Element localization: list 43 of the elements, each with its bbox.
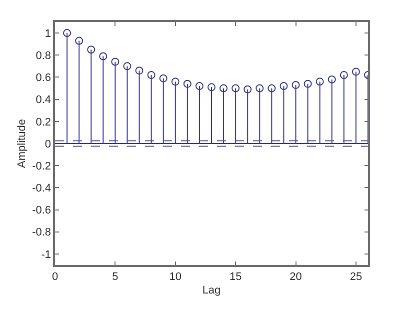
point xyxy=(340,71,348,80)
y-tick-label: 0.6 xyxy=(36,72,52,84)
x-tick-label: 15 xyxy=(229,270,242,283)
point xyxy=(99,52,108,60)
point xyxy=(208,83,216,92)
point xyxy=(244,85,252,94)
point xyxy=(280,82,288,90)
point xyxy=(328,75,336,84)
point xyxy=(268,84,276,92)
y-tick-label: 0 xyxy=(44,138,52,150)
point xyxy=(232,84,240,92)
point xyxy=(171,78,180,86)
point xyxy=(256,84,264,92)
y-tick-label: 0.4 xyxy=(36,94,52,106)
x-axis-title: Lag xyxy=(202,284,221,297)
point xyxy=(63,29,72,38)
point xyxy=(183,80,192,88)
y-tick-label: -1 xyxy=(41,248,52,261)
point xyxy=(159,74,168,82)
y-tick-label: -0.4 xyxy=(32,182,52,195)
y-axis-title: Amplitude xyxy=(16,119,28,168)
point xyxy=(123,62,132,70)
point xyxy=(304,80,312,88)
y-tick-label: -0.6 xyxy=(32,204,52,217)
point xyxy=(352,68,360,76)
y-tick-label: 0.2 xyxy=(36,116,52,128)
point xyxy=(87,46,96,54)
y-tick-label: -0.8 xyxy=(32,226,52,239)
point xyxy=(292,80,300,89)
point xyxy=(135,66,144,75)
point xyxy=(220,84,228,92)
point xyxy=(316,78,324,86)
point xyxy=(147,71,156,80)
point xyxy=(111,58,120,66)
x-tick-label: 25 xyxy=(350,270,362,283)
y-tick-label: 1 xyxy=(44,28,52,40)
point xyxy=(75,36,84,45)
x-tick-label: 5 xyxy=(112,270,118,283)
x-tick-label: 10 xyxy=(169,270,182,283)
point xyxy=(195,82,204,90)
x-tick-label: 20 xyxy=(290,270,302,283)
y-tick-label: 0.8 xyxy=(36,50,52,62)
y-tick-label: -0.2 xyxy=(32,160,52,172)
